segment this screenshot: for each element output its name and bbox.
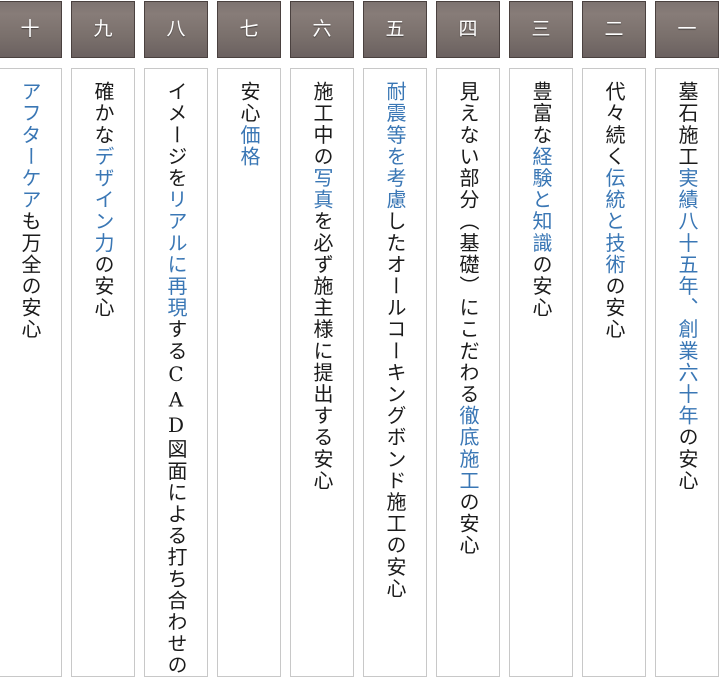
reason-number-badge: 六 [290,1,354,58]
reason-vertical-text: 確かなデザイン力の安心 [91,81,115,668]
reason-number-badge: 九 [71,1,135,58]
reason-text-highlight: アフターケア [18,81,42,211]
reason-column: 七安心価格 [217,1,281,677]
reason-text-plain: 見えない部分（基礎）にこだわる [456,81,480,405]
reason-text-highlight: 実績八十五年、創業六十年 [675,167,699,427]
reason-vertical-text: 豊富な経験と知識の安心 [529,81,553,668]
reason-column: 一墓石施工実績八十五年、創業六十年の安心 [655,1,719,677]
reason-vertical-text: 代々続く伝統と技術の安心 [602,81,626,668]
reason-text-highlight: 徹底施工 [456,405,480,492]
reason-column: 八イメージをリアルに再現するCAD図面による打ち合わせの安心 [144,1,208,677]
reason-text-box: 安心価格 [217,68,281,677]
reason-number-badge: 三 [509,1,573,58]
reason-text-plain: の安心 [529,253,553,319]
reason-text-box: 代々続く伝統と技術の安心 [582,68,646,677]
reason-text-plain: 豊富な [529,81,553,146]
reason-text-highlight: リアルに再現 [164,189,188,319]
reason-column: 四見えない部分（基礎）にこだわる徹底施工の安心 [436,1,500,677]
reason-text-box: イメージをリアルに再現するCAD図面による打ち合わせの安心 [144,68,208,677]
reason-vertical-text: 施工中の写真を必ず施主様に提出する安心 [310,81,334,668]
reason-column: 五耐震等を考慮したオールコーキングボンド施工の安心 [363,1,427,677]
reason-number-badge: 四 [436,1,500,58]
reason-text-plain: の安心 [91,253,115,319]
reason-vertical-text: アフターケアも万全の安心 [18,81,42,668]
reason-vertical-text: 安心価格 [237,81,261,668]
reason-text-highlight: デザイン力 [91,145,115,254]
reason-column: 六施工中の写真を必ず施主様に提出する安心 [290,1,354,677]
reason-text-box: 施工中の写真を必ず施主様に提出する安心 [290,68,354,677]
reason-text-highlight: 写真 [310,167,334,211]
reason-text-plain: 代々続く [602,81,626,168]
reason-text-highlight: 経験と知識 [529,145,553,254]
reason-text-plain: も万全の安心 [18,210,42,341]
reason-text-plain: 施工中の [310,81,334,168]
reason-text-plain: の安心 [456,491,480,557]
reason-column: 三豊富な経験と知識の安心 [509,1,573,677]
reason-text-highlight: 価格 [237,124,261,168]
reason-text-plain: 安心 [237,81,261,125]
reason-vertical-text: 見えない部分（基礎）にこだわる徹底施工の安心 [456,81,480,668]
reason-text-box: 見えない部分（基礎）にこだわる徹底施工の安心 [436,68,500,677]
reason-text-highlight: 伝統と技術 [602,167,626,276]
reason-text-plain: したオールコーキングボンド施工の安心 [383,210,407,600]
reason-number-badge: 十 [0,1,62,58]
reason-text-plain: を必ず施主様に提出する安心 [310,210,334,492]
reason-text-box: 耐震等を考慮したオールコーキングボンド施工の安心 [363,68,427,677]
reason-text-plain: の安心 [675,426,699,492]
reason-text-plain: するCAD図面による打ち合わせの安心 [164,318,188,677]
reason-text-box: 墓石施工実績八十五年、創業六十年の安心 [655,68,719,677]
reason-number-badge: 七 [217,1,281,58]
reason-text-plain: 墓石施工 [675,81,699,168]
reason-text-plain: イメージを [164,81,188,189]
reason-text-box: 豊富な経験と知識の安心 [509,68,573,677]
reason-text-plain: の安心 [602,275,626,341]
reason-number-badge: 一 [655,1,719,58]
reason-text-box: 確かなデザイン力の安心 [71,68,135,677]
reason-column: 九確かなデザイン力の安心 [71,1,135,677]
reason-number-badge: 二 [582,1,646,58]
reason-column: 二代々続く伝統と技術の安心 [582,1,646,677]
reason-number-badge: 八 [144,1,208,58]
reason-vertical-text: イメージをリアルに再現するCAD図面による打ち合わせの安心 [164,81,188,676]
reason-text-plain: 確かな [91,81,115,146]
reason-text-highlight: 耐震等を考慮 [383,81,407,211]
reason-column: 十アフターケアも万全の安心 [0,1,62,677]
reason-vertical-text: 耐震等を考慮したオールコーキングボンド施工の安心 [383,81,407,668]
reason-number-badge: 五 [363,1,427,58]
reason-vertical-text: 墓石施工実績八十五年、創業六十年の安心 [675,81,699,668]
reason-text-box: アフターケアも万全の安心 [0,68,62,677]
